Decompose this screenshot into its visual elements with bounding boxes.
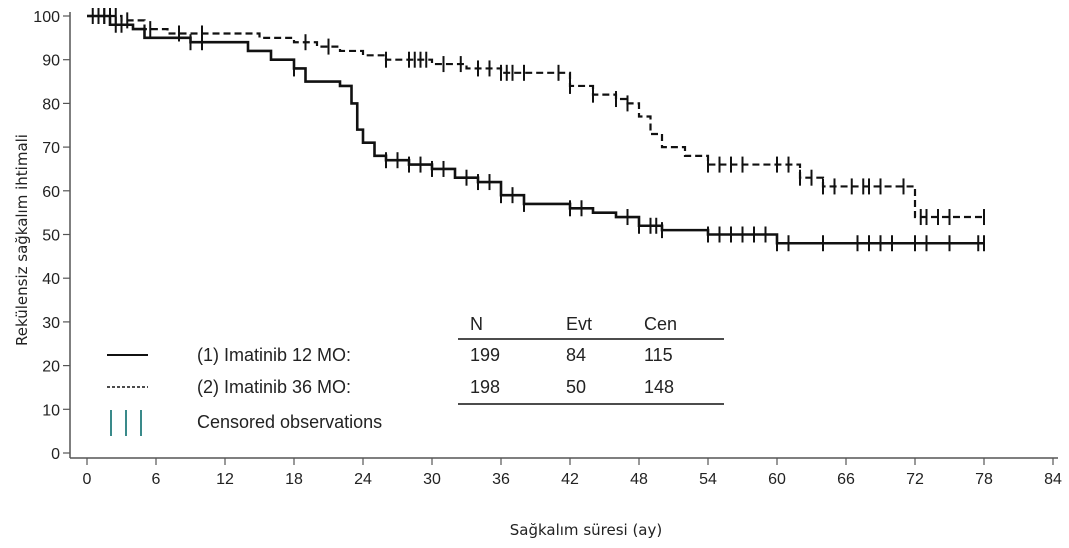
stats-table: N Evt Cen 199 84 115 198 50 148 — [458, 314, 724, 405]
legend-censor-ticks-icon — [110, 410, 142, 436]
x-tick-label: 0 — [83, 471, 92, 488]
stats-row-1-evt: 84 — [566, 345, 586, 365]
series-1-line — [87, 14, 984, 245]
x-tick-label: 78 — [975, 471, 993, 488]
x-tick-label: 30 — [423, 471, 441, 488]
x-axis-title: Sağkalım süresi (ay) — [510, 521, 662, 539]
series-layer — [87, 14, 984, 245]
x-tick-label: 48 — [630, 471, 648, 488]
stats-row-2-evt: 50 — [566, 377, 586, 397]
stats-header-cen: Cen — [644, 314, 677, 334]
x-tick-label: 24 — [354, 471, 372, 488]
y-tick-label: 60 — [42, 184, 60, 201]
x-tick-label: 42 — [561, 471, 579, 488]
x-tick-label: 60 — [768, 471, 786, 488]
x-tick-label: 12 — [216, 471, 234, 488]
legend-label-censored: Censored observations — [197, 412, 382, 432]
x-tick-label: 72 — [906, 471, 924, 488]
legend: (1) Imatinib 12 MO: (2) Imatinib 36 MO: … — [107, 345, 382, 436]
x-tick-label: 84 — [1044, 471, 1062, 488]
y-tick-label: 90 — [42, 53, 60, 70]
x-tick-label: 54 — [699, 471, 717, 488]
stats-header-evt: Evt — [566, 314, 592, 334]
y-tick-label: 0 — [51, 446, 60, 463]
y-tick-label: 10 — [42, 402, 60, 419]
y-tick-label: 70 — [42, 140, 60, 157]
y-tick-label: 20 — [42, 359, 60, 376]
y-tick-label: 40 — [42, 271, 60, 288]
censor-layer — [91, 8, 985, 252]
y-tick-label: 30 — [42, 315, 60, 332]
y-tick-label: 50 — [42, 228, 60, 245]
x-tick-label: 18 — [285, 471, 303, 488]
stats-row-1-cen: 115 — [644, 345, 673, 365]
legend-label-series-1: (1) Imatinib 12 MO: — [197, 345, 351, 365]
stats-row-1-n: 199 — [470, 345, 500, 365]
y-tick-label: 80 — [42, 96, 60, 113]
stats-header-n: N — [470, 314, 483, 334]
x-tick-label: 66 — [837, 471, 855, 488]
x-tick-label: 36 — [492, 471, 510, 488]
y-axis-title: Rekülensiz sağkalım ihtimali — [13, 134, 31, 346]
x-tick-label: 6 — [152, 471, 161, 488]
y-tick-label: 100 — [33, 9, 60, 26]
legend-label-series-2: (2) Imatinib 36 MO: — [197, 377, 351, 397]
stats-row-2-cen: 148 — [644, 377, 674, 397]
axes: 0 6 12 18 24 30 36 42 48 54 60 66 72 78 84 0 10 20 30 40 50 6… — [33, 9, 1062, 488]
stats-row-2-n: 198 — [470, 377, 500, 397]
series-2-line — [87, 14, 984, 219]
